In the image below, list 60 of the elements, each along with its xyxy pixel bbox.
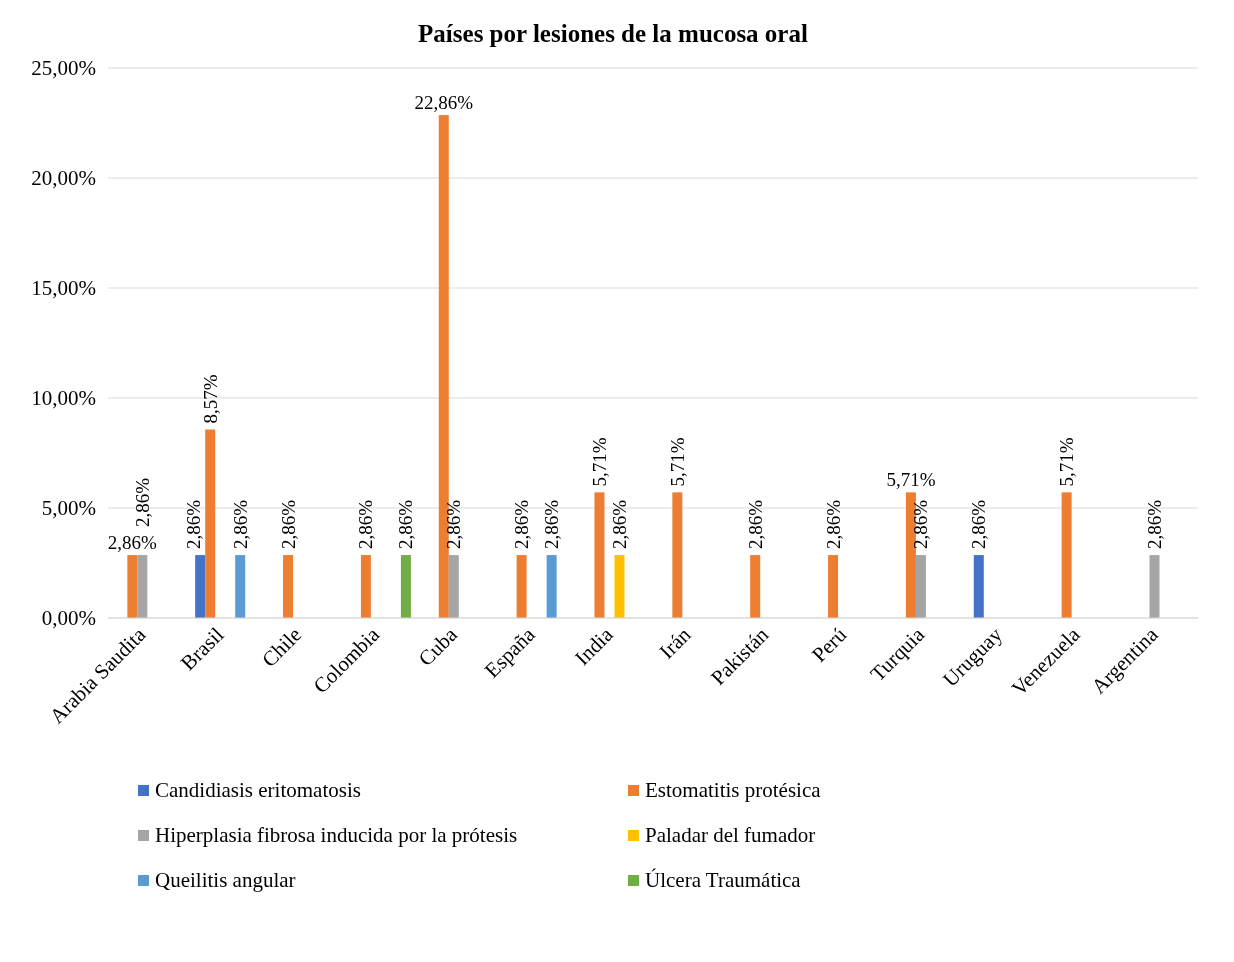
bar — [283, 555, 294, 618]
bar — [127, 555, 138, 618]
legend-label: Candidiasis eritomatosis — [155, 778, 361, 803]
y-tick-label: 15,00% — [31, 276, 96, 300]
bar — [750, 555, 761, 618]
bar — [614, 555, 625, 618]
bar — [915, 555, 926, 618]
data-label: 5,71% — [588, 437, 610, 487]
bar — [205, 429, 216, 618]
data-label: 8,57% — [199, 374, 221, 424]
y-tick-label: 20,00% — [31, 166, 96, 190]
data-label: 2,86% — [443, 499, 465, 550]
bar — [672, 492, 683, 618]
x-tick-label: India — [570, 622, 619, 671]
data-label: 5,71% — [886, 469, 936, 491]
data-label: 2,86% — [910, 499, 932, 550]
bar — [235, 555, 246, 618]
data-label: 5,71% — [666, 437, 688, 487]
bar — [516, 555, 527, 618]
data-label: 2,86% — [277, 499, 299, 550]
y-tick-label: 0,00% — [41, 606, 96, 630]
data-label: 2,86% — [541, 499, 563, 550]
data-label: 5,71% — [1056, 437, 1078, 487]
chart-title: Países por lesiones de la mucosa oral — [417, 20, 809, 48]
data-label: 2,86% — [608, 499, 630, 550]
data-label: 2,86% — [131, 477, 153, 528]
bar — [546, 555, 557, 618]
legend-label: Hiperplasia fibrosa inducida por la prótesis — [155, 823, 518, 848]
legend-label: Queilitis angular — [155, 868, 296, 893]
bar — [905, 492, 916, 618]
y-tick-label: 10,00% — [31, 386, 96, 410]
data-label: 2,86% — [511, 499, 533, 550]
bar — [400, 555, 411, 618]
y-tick-label: 25,00% — [31, 56, 96, 80]
data-label: 2,86% — [744, 499, 766, 550]
x-tick-label: Irán — [654, 622, 696, 664]
bar — [137, 555, 148, 618]
bar — [195, 555, 206, 618]
data-label: 2,86% — [229, 499, 251, 550]
data-label: 2,86% — [355, 499, 377, 550]
legend-label: Estomatitis protésica — [645, 778, 821, 803]
data-label: 2,86% — [968, 499, 990, 550]
x-tick-label: Cuba — [413, 622, 463, 671]
bar — [973, 555, 984, 618]
bar — [360, 555, 371, 618]
data-label: 22,86% — [414, 92, 474, 114]
bar — [448, 555, 459, 618]
bar — [1149, 555, 1160, 618]
data-label: 2,86% — [822, 499, 844, 550]
data-label: 2,86% — [107, 532, 158, 554]
bar — [438, 115, 449, 618]
bar — [594, 492, 605, 618]
legend-label: Paladar del fumador — [645, 823, 816, 848]
legend-label: Úlcera Traumática — [645, 868, 801, 893]
data-label: 2,86% — [1143, 499, 1165, 550]
y-tick-label: 5,00% — [41, 496, 96, 520]
bar — [828, 555, 839, 618]
bar — [1061, 492, 1072, 618]
data-label: 2,86% — [182, 499, 204, 550]
data-label: 2,86% — [395, 499, 417, 550]
